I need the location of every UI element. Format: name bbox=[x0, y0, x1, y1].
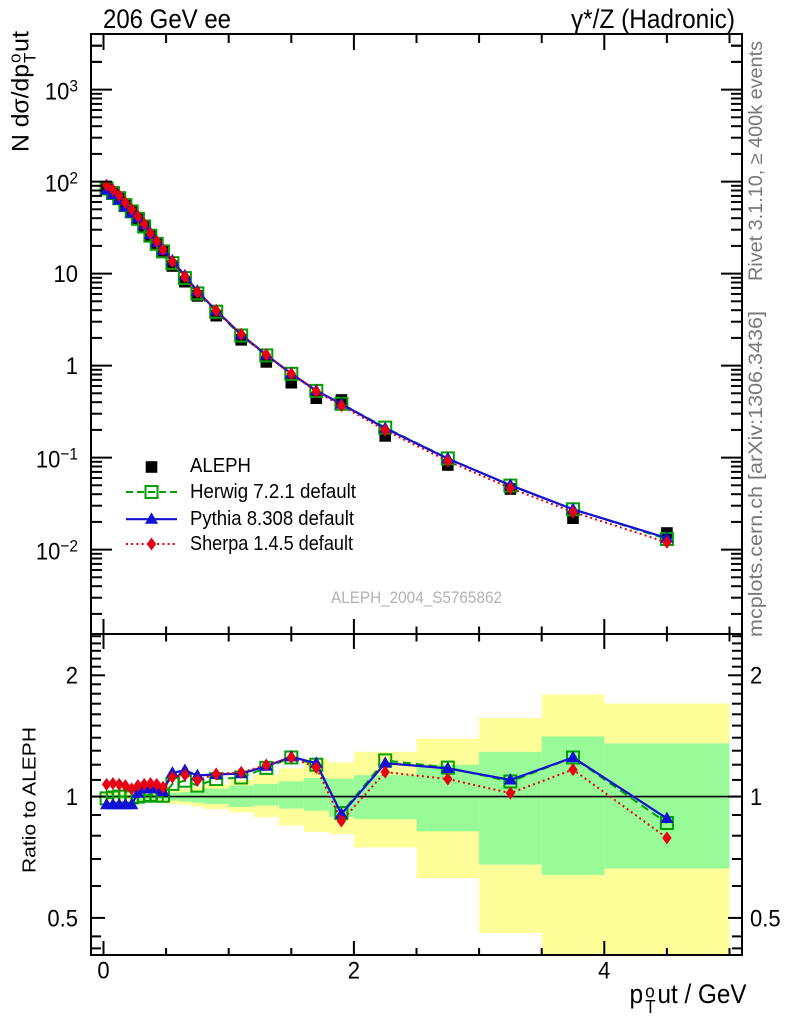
svg-text:T: T bbox=[21, 53, 40, 63]
svg-text:206 GeV ee: 206 GeV ee bbox=[103, 5, 231, 34]
svg-text:1: 1 bbox=[66, 352, 78, 379]
svg-text:2: 2 bbox=[66, 662, 78, 689]
svg-text:10−1: 10−1 bbox=[36, 445, 78, 473]
svg-text:ALEPH_2004_S5765862: ALEPH_2004_S5765862 bbox=[331, 589, 502, 608]
svg-text:mcplots.cern.ch [arXiv:1306.34: mcplots.cern.ch [arXiv:1306.3436] bbox=[746, 311, 767, 637]
svg-text:ut / GeV: ut / GeV bbox=[658, 980, 748, 1009]
svg-text:1: 1 bbox=[66, 783, 78, 810]
svg-text:Sherpa 1.4.5 default: Sherpa 1.4.5 default bbox=[190, 533, 353, 555]
svg-text:0.5: 0.5 bbox=[47, 904, 78, 931]
svg-text:ALEPH: ALEPH bbox=[190, 455, 251, 477]
svg-text:2: 2 bbox=[348, 957, 360, 984]
svg-text:p: p bbox=[630, 980, 644, 1009]
svg-text:0: 0 bbox=[97, 957, 109, 984]
svg-text:1: 1 bbox=[750, 783, 762, 810]
svg-text:γ*/Z (Hadronic): γ*/Z (Hadronic) bbox=[571, 5, 735, 34]
svg-text:4: 4 bbox=[598, 957, 610, 984]
svg-text:Ratio to ALEPH: Ratio to ALEPH bbox=[20, 727, 40, 873]
svg-text:o: o bbox=[645, 981, 655, 1002]
svg-text:Pythia 8.308 default: Pythia 8.308 default bbox=[190, 508, 354, 530]
svg-text:2: 2 bbox=[750, 662, 762, 689]
svg-text:Rivet 3.1.10, ≥ 400k events: Rivet 3.1.10, ≥ 400k events bbox=[746, 41, 767, 281]
svg-text:0.5: 0.5 bbox=[750, 904, 781, 931]
svg-text:Herwig 7.2.1 default: Herwig 7.2.1 default bbox=[190, 481, 356, 503]
svg-text:o: o bbox=[6, 54, 25, 63]
svg-text:10: 10 bbox=[54, 260, 78, 287]
svg-text:N dσ/dp: N dσ/dp bbox=[8, 64, 35, 152]
svg-text:ut: ut bbox=[8, 31, 35, 52]
svg-text:T: T bbox=[645, 996, 655, 1017]
